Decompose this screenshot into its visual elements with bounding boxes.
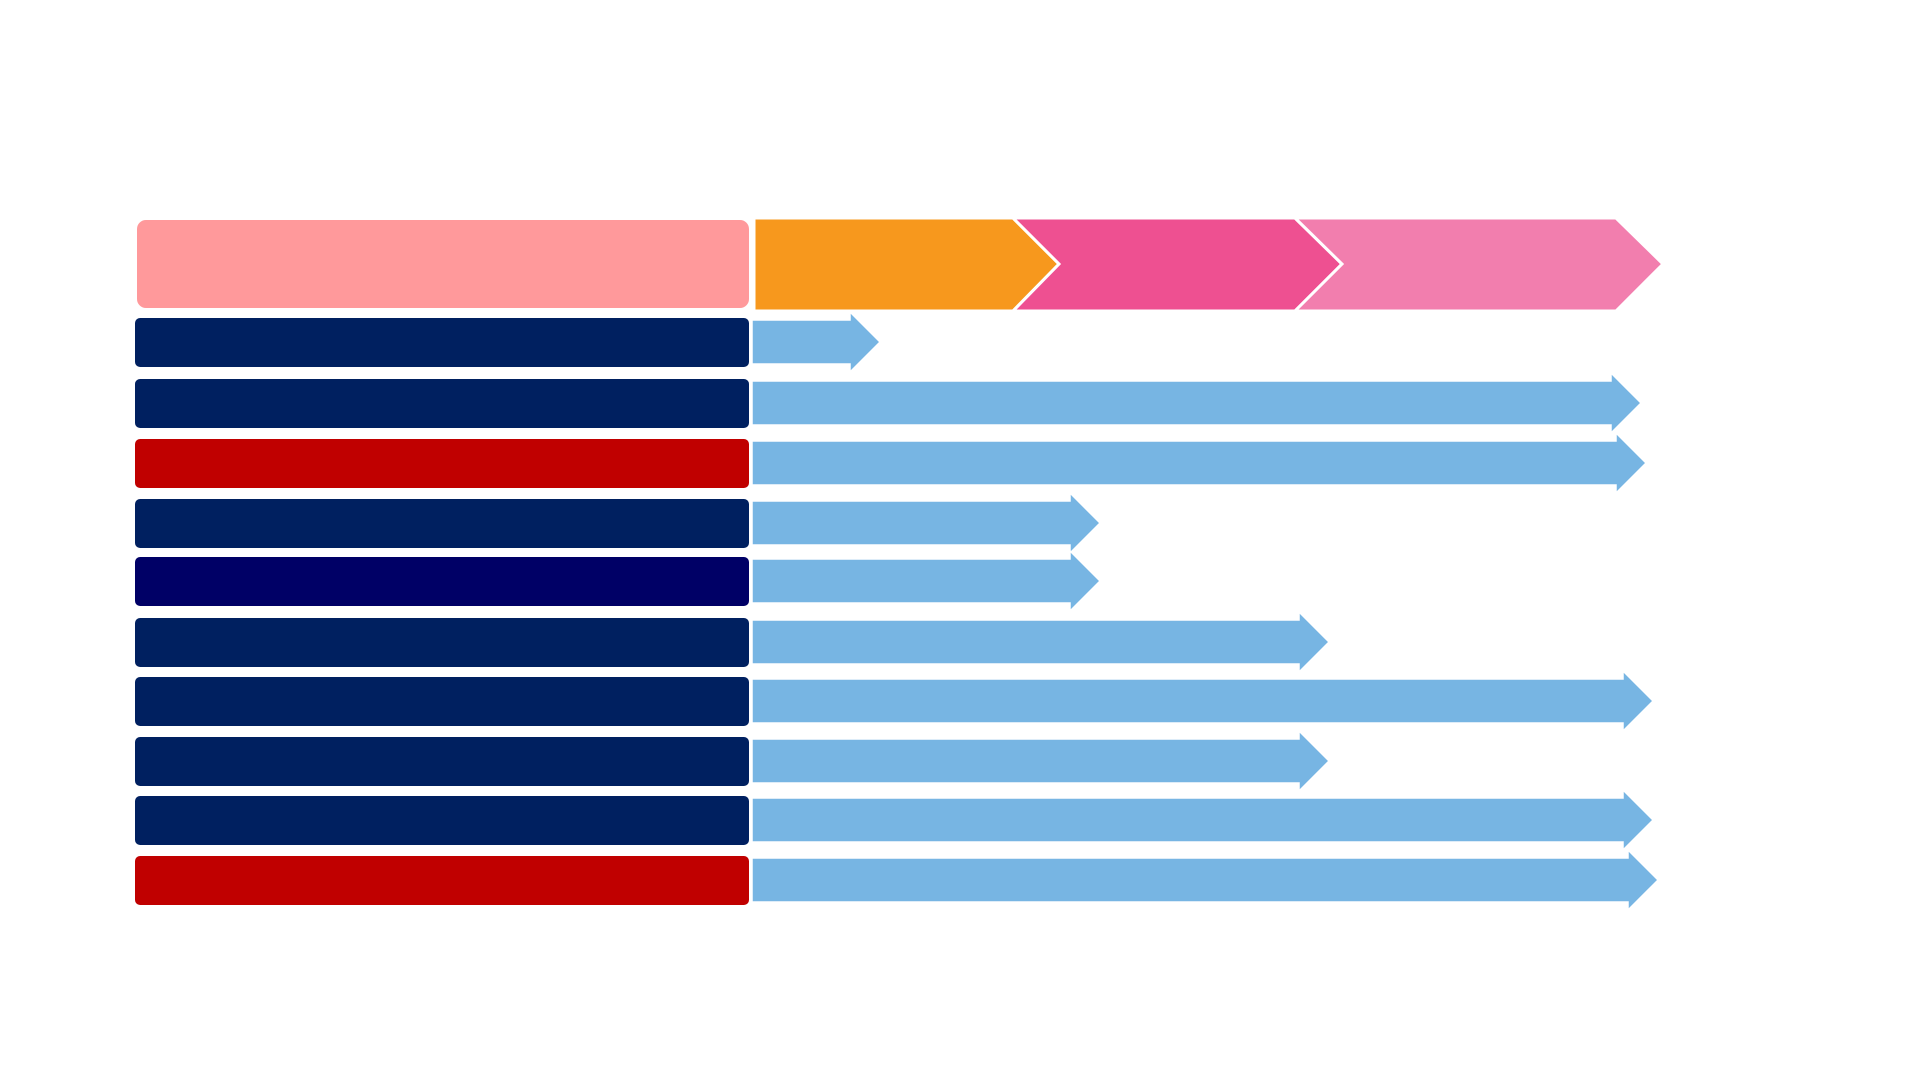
header-chevron (1009, 216, 1345, 313)
arrow (751, 371, 1643, 435)
header-chevron (1291, 216, 1666, 313)
arrow (751, 310, 882, 374)
arrow (751, 431, 1648, 495)
row-box (133, 437, 751, 490)
row-box (133, 794, 751, 847)
arrow (751, 549, 1102, 613)
arrow (751, 669, 1655, 733)
row-box (133, 616, 751, 669)
arrow (751, 729, 1331, 793)
arrow (751, 491, 1102, 555)
row-box (133, 675, 751, 728)
row-box (133, 555, 751, 608)
arrow (751, 788, 1655, 852)
header-chevron (752, 216, 1062, 313)
row-box (133, 377, 751, 430)
arrow (751, 848, 1660, 912)
header-box (135, 218, 751, 310)
row-box (133, 497, 751, 550)
row-box (133, 316, 751, 369)
row-box (133, 854, 751, 907)
arrow (751, 610, 1331, 674)
row-box (133, 735, 751, 788)
